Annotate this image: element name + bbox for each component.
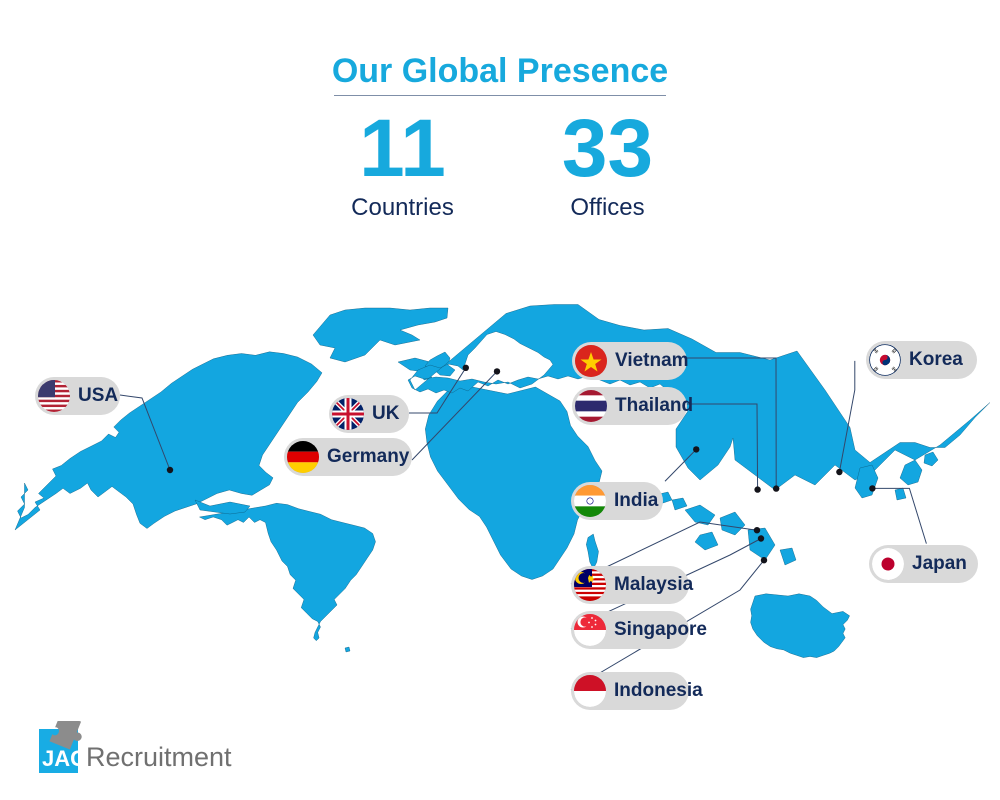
svg-text:JAC: JAC xyxy=(42,746,86,771)
svg-text:Recruitment: Recruitment xyxy=(86,742,232,772)
